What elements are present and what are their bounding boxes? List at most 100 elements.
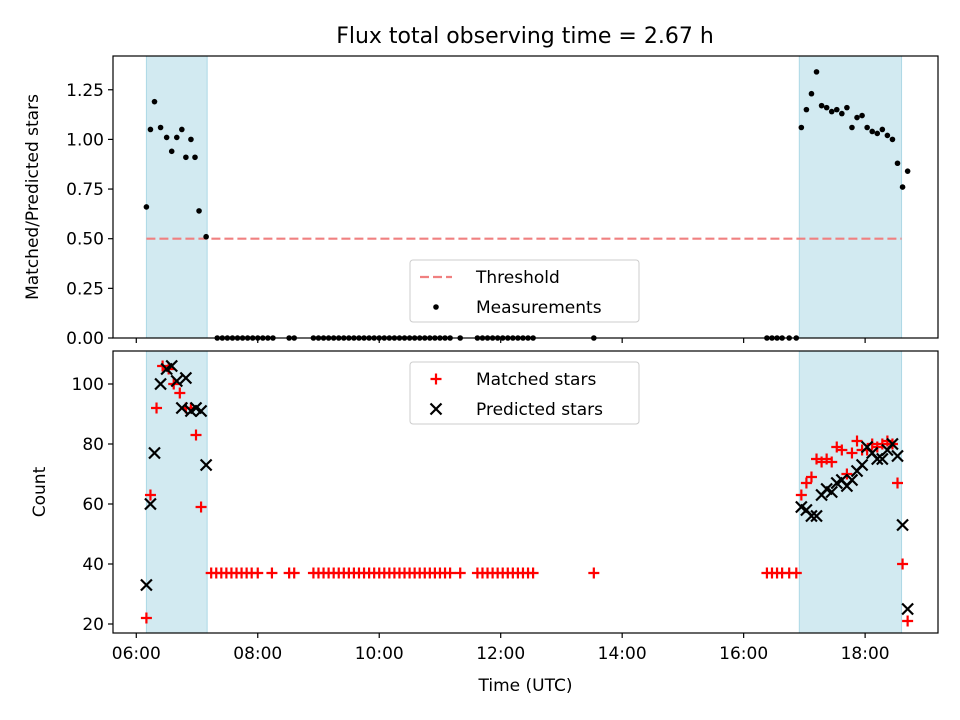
- observing-window-shade-1: [798, 350, 903, 634]
- y-tick-label: 0.00: [66, 329, 104, 349]
- observing-window-shade-1: [798, 55, 903, 339]
- x-tick-label: 16:00: [719, 644, 768, 664]
- predicted-star-point-6: [170, 374, 184, 388]
- predicted-star-point-15: [805, 509, 818, 523]
- matched-star-point-92: [897, 558, 909, 570]
- measurement-point-77: [808, 90, 815, 97]
- predicted-star-point-23: [845, 473, 859, 487]
- matched-star-point-91: [892, 477, 904, 489]
- measurement-point-92: [884, 132, 891, 139]
- matched-star-point-51: [444, 567, 456, 579]
- x-tick-label: 18:00: [841, 644, 890, 664]
- predicted-star-point-32: [891, 449, 904, 463]
- measurement-point-0: [143, 204, 150, 210]
- measurement-point-9: [188, 136, 194, 143]
- measurement-point-85: [849, 124, 855, 131]
- x-axis-label: Time (UTC): [478, 676, 573, 696]
- legend-box: [409, 259, 640, 323]
- axes-frame: [112, 55, 939, 339]
- observing-window-shade-0: [145, 55, 208, 339]
- measurement-point-89: [869, 128, 876, 135]
- measurement-point-80: [823, 104, 830, 111]
- matched-star-point-21: [266, 567, 278, 579]
- y-tick-label: 20: [82, 615, 104, 635]
- matched-star-point-6: [174, 387, 186, 399]
- predicted-star-point-7: [175, 401, 189, 415]
- predicted-star-point-25: [855, 458, 869, 472]
- matched-star-point-20: [252, 567, 264, 579]
- y-tick-label: 1.00: [66, 130, 104, 150]
- y-axis-label: Matched/Predicted stars: [23, 94, 43, 300]
- measurement-point-86: [854, 114, 860, 121]
- x-tick-label: 14:00: [598, 644, 647, 664]
- y-tick-label: 80: [82, 435, 104, 455]
- measurement-point-90: [874, 130, 881, 137]
- x-tick-label: 06:00: [112, 644, 161, 664]
- matched-star-point-78: [826, 456, 838, 468]
- axes-frame: [112, 350, 939, 634]
- measurement-point-81: [828, 108, 835, 115]
- measurement-point-82: [833, 106, 840, 113]
- measurement-point-88: [864, 124, 870, 131]
- bottom-plot: 20 40 60 80 100 06:00 08:00 10:00 12:00 14:00 16:0…: [30, 350, 939, 696]
- measurement-point-2: [151, 98, 158, 105]
- predicted-star-point-29: [876, 452, 889, 466]
- predicted-star-point-2: [148, 446, 161, 460]
- predicted-star-point-33: [896, 518, 909, 532]
- matched-star-point-80: [836, 444, 848, 456]
- predicted-star-point-legend: [429, 402, 443, 416]
- predicted-star-point-1: [144, 497, 157, 511]
- measurement-point-7: [179, 126, 185, 133]
- x-tick-label: 12:00: [476, 644, 525, 664]
- measurement-point-91: [879, 126, 886, 133]
- measurement-point-93: [889, 136, 896, 143]
- matched-star-point-legend: [430, 373, 442, 385]
- matched-star-point-73: [800, 477, 812, 489]
- predicted-star-point-16: [810, 509, 823, 523]
- measurement-point-1: [147, 126, 154, 133]
- y-tick-label: 0.25: [66, 279, 104, 299]
- y-tick-label: 0.50: [66, 230, 104, 250]
- measurement-point-96: [904, 168, 911, 174]
- measurement-point-6: [173, 134, 180, 141]
- legend-box: [409, 361, 640, 425]
- matched-star-point-23: [288, 567, 300, 579]
- y-axis-label: Count: [30, 466, 50, 517]
- measurement-point-12: [203, 233, 209, 240]
- top-plot: 0.00 0.25 0.50 0.75 1.00 1.25 Matched/Predicte…: [23, 55, 939, 349]
- measurement-point-5: [168, 148, 175, 155]
- predicted-star-point-0: [140, 578, 153, 592]
- y-tick-label: 100: [72, 375, 104, 395]
- y-tick-label: 40: [82, 555, 104, 575]
- measurement-point-76: [803, 106, 810, 113]
- predicted-star-point-19: [825, 485, 838, 499]
- measurement-point-87: [859, 112, 865, 119]
- matched-star-point-2: [151, 402, 163, 414]
- matched-star-point-72: [795, 489, 807, 501]
- predicted-star-point-8: [179, 371, 193, 385]
- legend-label: Measurements: [476, 298, 602, 318]
- predicted-star-point-11: [194, 404, 208, 418]
- legend-label: Matched stars: [476, 370, 596, 390]
- matched-star-point-0: [140, 612, 152, 624]
- measurement-point-legend: [433, 304, 439, 310]
- predicted-star-point-31: [886, 437, 899, 451]
- matched-star-point-52: [454, 567, 466, 579]
- predicted-star-point-12: [199, 458, 213, 472]
- measurement-point-84: [844, 104, 850, 111]
- x-tick-label: 10:00: [355, 644, 404, 664]
- matched-star-point-81: [841, 468, 853, 480]
- matched-star-point-1: [144, 489, 156, 501]
- y-tick-label: 0.75: [66, 180, 104, 200]
- measurement-point-83: [839, 110, 845, 117]
- matched-star-point-71: [790, 567, 802, 579]
- matched-star-point-9: [190, 429, 202, 441]
- x-tick-label: 08:00: [233, 644, 282, 664]
- measurement-point-10: [192, 154, 198, 161]
- matched-star-point-74: [805, 471, 817, 483]
- measurement-point-95: [899, 184, 906, 190]
- predicted-star-point-5: [165, 359, 178, 373]
- measurement-point-94: [894, 160, 901, 167]
- matched-star-point-93: [902, 615, 914, 627]
